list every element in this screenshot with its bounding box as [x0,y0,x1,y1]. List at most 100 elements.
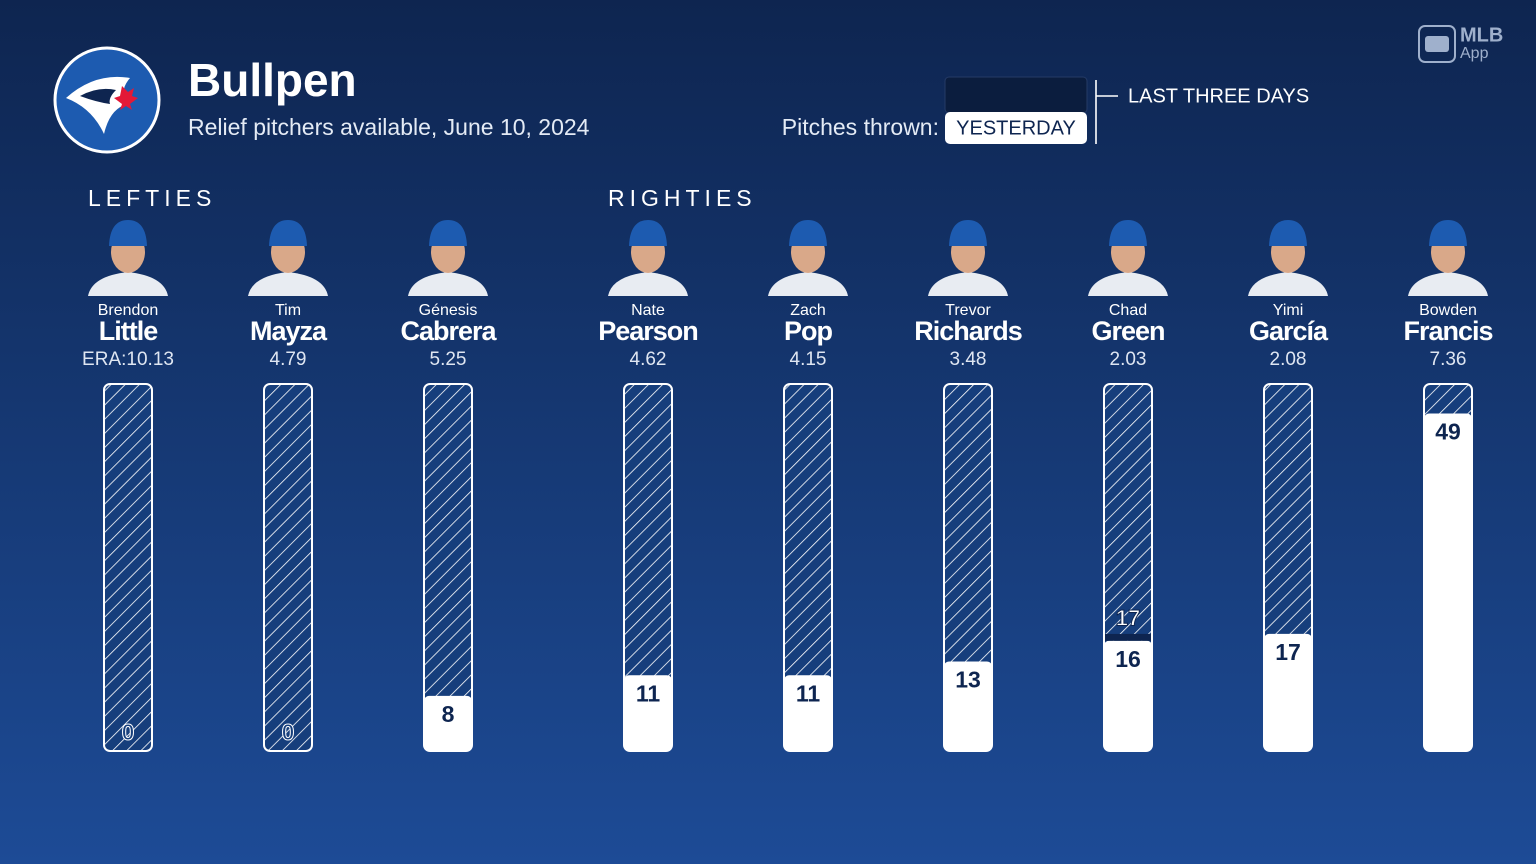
era-value: 5.25 [430,349,467,370]
shoulders [88,272,168,296]
title: Bullpen [188,54,357,106]
bar-value: 17 [1275,639,1301,665]
toggle-other[interactable]: LAST THREE DAYS [1128,85,1309,107]
last-name: Francis [1403,316,1492,346]
player-photo [1248,220,1328,296]
era: 2.08 [1270,349,1307,370]
era: ERA:10.13 [82,349,174,370]
cap [1269,220,1307,246]
cap [269,220,307,246]
first-name: Tim [275,302,301,319]
era: 3.48 [950,349,987,370]
toggle-bracket [1095,80,1118,144]
last-name: Cabrera [400,316,497,346]
bar-track [263,383,313,752]
player-photo [768,220,848,296]
marker-band [1105,633,1151,641]
bar-value: 13 [955,667,981,693]
cap [1109,220,1147,246]
era-prefix: ERA: [82,349,126,370]
cap [949,220,987,246]
bar-value: 49 [1435,419,1461,445]
team-logo [53,46,161,154]
player-photo [88,220,168,296]
bar [784,675,832,751]
shoulders [1088,272,1168,296]
player-photo [408,220,488,296]
brand-sub: App [1460,45,1489,62]
era-value: 7.36 [1430,349,1467,370]
shoulders [1248,272,1328,296]
era-value: 3.48 [950,349,987,370]
brand-logo: MLB App [1418,24,1503,63]
bar [944,661,992,751]
bar [1264,633,1312,751]
bar [1104,640,1152,751]
era-value: 4.62 [630,349,667,370]
shoulders [768,272,848,296]
bar [1424,413,1472,751]
toggle-selected[interactable]: YESTERDAY [956,117,1076,139]
brand: MLB [1460,24,1503,46]
shoulders [408,272,488,296]
cap [109,220,147,246]
toggle-track [944,76,1088,114]
era-value: 4.15 [790,349,827,370]
bar-value: 11 [796,680,821,706]
bar [624,675,672,751]
last-name: Green [1091,316,1164,346]
era: 7.36 [1430,349,1467,370]
cap [789,220,827,246]
cap [429,220,467,246]
toggle-label: Pitches thrown: [782,114,939,140]
last-name: Richards [914,316,1022,346]
player-photo [248,220,328,296]
player-photo [1088,220,1168,296]
bar-value: 8 [442,701,455,727]
first-name: Chad [1109,302,1147,319]
era: 4.15 [790,349,827,370]
last-name: Mayza [250,316,328,346]
subtitle: Relief pitchers available, June 10, 2024 [188,114,590,140]
cap [629,220,667,246]
cap [1429,220,1467,246]
era: 4.62 [630,349,667,370]
bar [424,695,472,751]
last-name: Pop [784,316,833,346]
first-name: Zach [790,302,826,319]
era-value: 10.13 [126,349,174,370]
era-value: 2.08 [1270,349,1307,370]
toggle-selected-bg[interactable] [945,112,1087,144]
first-name: Brendon [98,302,159,319]
player-photo [928,220,1008,296]
era: 5.25 [430,349,467,370]
shoulders [1408,272,1488,296]
first-name: Génesis [419,302,478,319]
first-name: Bowden [1419,302,1477,319]
bar-value: 16 [1115,646,1141,672]
first-name: Trevor [945,302,991,319]
bar-value: 0 [282,719,295,745]
first-name: Nate [631,302,665,319]
marker-label: 17 [1116,606,1140,631]
bar-value: 0 [122,719,135,745]
bar-value: 11 [636,680,661,706]
last-name: García [1249,316,1329,346]
bar-track [103,383,153,752]
era-value: 4.79 [270,349,307,370]
player-photo [1408,220,1488,296]
era: 2.03 [1110,349,1147,370]
group-label: LEFTIES [88,185,216,211]
shoulders [928,272,1008,296]
era-value: 2.03 [1110,349,1147,370]
shoulders [248,272,328,296]
first-name: Yimi [1273,302,1304,319]
shoulders [608,272,688,296]
player-photo [608,220,688,296]
era: 4.79 [270,349,307,370]
last-name: Pearson [598,316,698,346]
group-label: RIGHTIES [608,185,757,211]
